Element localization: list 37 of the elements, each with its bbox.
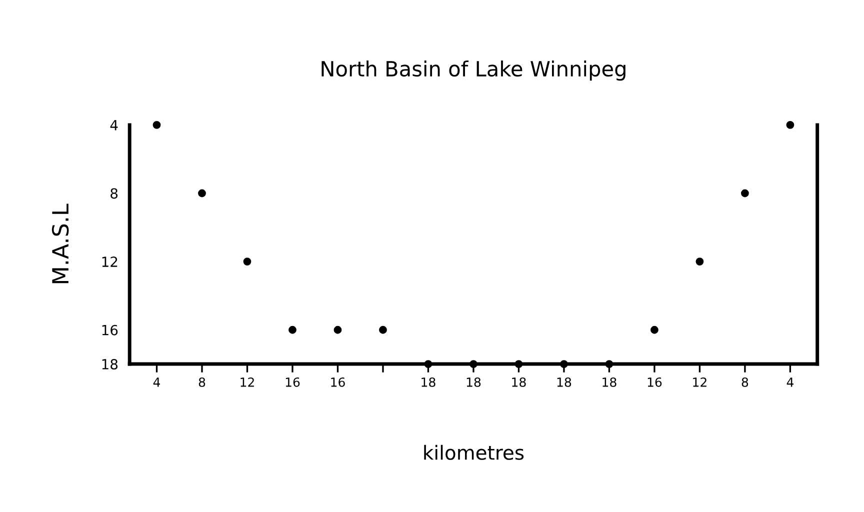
point bbox=[334, 326, 342, 334]
point bbox=[786, 120, 794, 129]
point bbox=[379, 326, 387, 334]
chart-title: North Basin of Lake Winnipeg bbox=[322, 60, 626, 81]
x-tick-label: 18 bbox=[557, 377, 572, 387]
x-tick-label: 12 bbox=[693, 377, 706, 387]
y-tick-label: 8 bbox=[110, 188, 118, 199]
point bbox=[198, 189, 206, 198]
x-tick-label: 18 bbox=[466, 377, 481, 387]
x-tick-label: 18 bbox=[602, 377, 616, 387]
point bbox=[696, 258, 704, 266]
x-tick-label: 8 bbox=[742, 377, 748, 387]
x-tick-label: 8 bbox=[198, 377, 206, 387]
x-tick-label: 18 bbox=[512, 377, 526, 387]
x-axis-title: kilometres bbox=[424, 444, 524, 460]
y-tick-label: 12 bbox=[102, 256, 118, 267]
point bbox=[514, 360, 523, 368]
point bbox=[152, 120, 161, 129]
x-tick-label: 16 bbox=[331, 377, 345, 387]
point bbox=[560, 360, 568, 368]
point bbox=[470, 360, 478, 368]
x-tick-label: 12 bbox=[240, 377, 254, 387]
x-tick-label: 4 bbox=[786, 378, 794, 387]
point bbox=[741, 189, 749, 198]
x-tick-label: 18 bbox=[422, 377, 436, 387]
y-tick-label: 4 bbox=[110, 120, 118, 130]
point bbox=[424, 360, 432, 368]
point bbox=[243, 258, 252, 266]
y-tick-label: 18 bbox=[102, 359, 118, 370]
point bbox=[288, 326, 296, 334]
point bbox=[605, 360, 614, 368]
y-axis-title: M.A.S.L bbox=[52, 204, 69, 284]
x-tick-label: 16 bbox=[286, 377, 300, 387]
y-tick-label: 16 bbox=[102, 324, 118, 336]
point bbox=[650, 326, 658, 334]
x-tick-label: 4 bbox=[153, 378, 160, 387]
x-tick-label: 16 bbox=[648, 377, 662, 387]
